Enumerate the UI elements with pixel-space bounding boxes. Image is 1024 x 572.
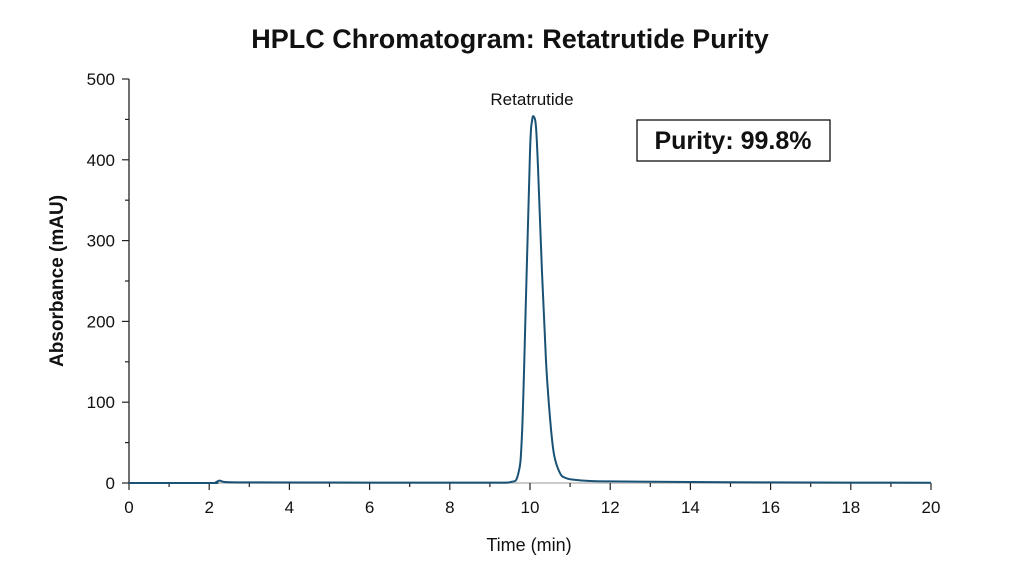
x-tick-label: 0 bbox=[124, 498, 133, 517]
x-tick-label: 20 bbox=[922, 498, 941, 517]
x-tick-label: 14 bbox=[681, 498, 700, 517]
purity-label: Purity: 99.8% bbox=[654, 127, 811, 155]
purity-box: Purity: 99.8% bbox=[636, 119, 831, 162]
y-tick-label: 100 bbox=[87, 393, 115, 412]
y-tick-label: 500 bbox=[87, 70, 115, 89]
y-tick-label: 0 bbox=[106, 474, 115, 493]
x-tick-label: 12 bbox=[601, 498, 620, 517]
x-tick-label: 2 bbox=[204, 498, 213, 517]
y-tick-label: 300 bbox=[87, 232, 115, 251]
x-tick-label: 6 bbox=[365, 498, 374, 517]
y-tick-label: 400 bbox=[87, 151, 115, 170]
x-tick-label: 18 bbox=[841, 498, 860, 517]
chromatogram-trace bbox=[128, 115, 932, 485]
y-axis-label: Absorbance (mAU) bbox=[47, 195, 68, 367]
x-tick-label: 4 bbox=[285, 498, 294, 517]
y-tick-label: 200 bbox=[87, 312, 115, 331]
x-tick-label: 8 bbox=[445, 498, 454, 517]
series-layer bbox=[128, 115, 932, 485]
chart-title: HPLC Chromatogram: Retatrutide Purity bbox=[251, 24, 769, 54]
x-tick-label: 10 bbox=[521, 498, 540, 517]
peak-label: Retatrutide bbox=[490, 90, 573, 109]
x-axis-label: Time (min) bbox=[486, 535, 571, 555]
x-tick-label: 16 bbox=[761, 498, 780, 517]
